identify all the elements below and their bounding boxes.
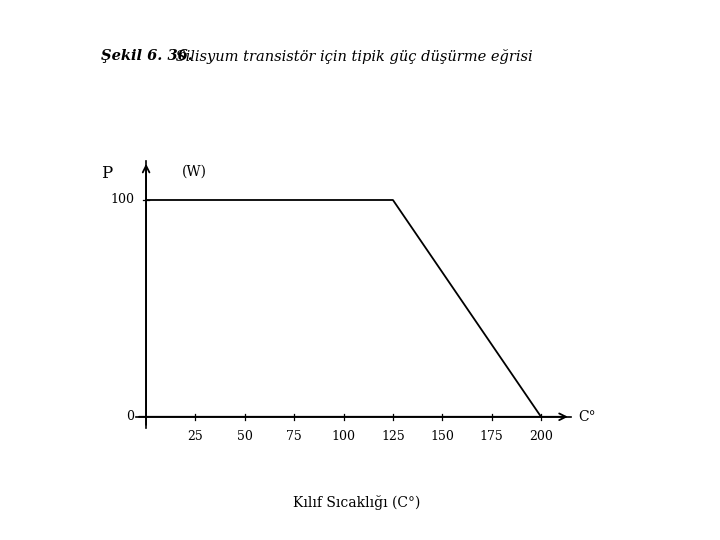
Text: Şekil 6. 36.: Şekil 6. 36. (101, 49, 193, 63)
Text: 150: 150 (431, 430, 454, 443)
Text: 25: 25 (188, 430, 203, 443)
Text: Silisyum transistör için tipik güç düşürme eğrisi: Silisyum transistör için tipik güç düşür… (171, 49, 533, 64)
Text: 125: 125 (381, 430, 405, 443)
Text: 100: 100 (332, 430, 356, 443)
Text: 175: 175 (480, 430, 503, 443)
Text: P: P (101, 165, 112, 183)
Text: C°: C° (579, 410, 596, 424)
Text: 100: 100 (110, 193, 134, 206)
Text: 75: 75 (287, 430, 302, 443)
Text: Kılıf Sıcaklığı (C°): Kılıf Sıcaklığı (C°) (293, 495, 420, 510)
Text: 50: 50 (237, 430, 253, 443)
Text: 200: 200 (529, 430, 553, 443)
Text: (W): (W) (181, 165, 207, 179)
Text: 0: 0 (126, 410, 134, 423)
